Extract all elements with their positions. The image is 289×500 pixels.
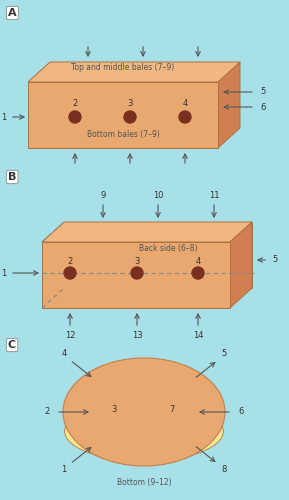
Text: 6: 6 [260,102,265,112]
Text: Bottom bales (7–9): Bottom bales (7–9) [87,130,160,138]
Text: 4: 4 [182,100,188,108]
Circle shape [131,267,143,279]
Polygon shape [42,242,230,308]
Text: 5: 5 [272,256,277,264]
Text: 2: 2 [72,100,78,108]
Circle shape [179,111,191,123]
Text: 1: 1 [1,112,6,122]
Text: 4: 4 [61,350,67,358]
Circle shape [69,111,81,123]
Circle shape [192,267,204,279]
Text: 3: 3 [111,406,117,414]
Text: 5: 5 [221,350,227,358]
Circle shape [124,111,136,123]
Text: 1: 1 [61,466,67,474]
Polygon shape [42,222,252,242]
Polygon shape [28,62,240,82]
Text: A: A [8,8,17,18]
Text: 13: 13 [132,330,142,340]
Text: 12: 12 [65,330,75,340]
Text: 5: 5 [260,88,265,96]
Polygon shape [218,62,240,148]
Text: 4: 4 [195,256,201,266]
Text: 3: 3 [127,100,133,108]
Text: 2: 2 [45,408,50,416]
Ellipse shape [65,402,223,461]
Text: 1: 1 [1,268,6,278]
Text: 7: 7 [169,406,175,414]
Circle shape [64,267,76,279]
Text: 3: 3 [134,256,140,266]
Text: 2: 2 [67,256,73,266]
Text: 14: 14 [193,330,203,340]
Polygon shape [28,82,218,148]
Text: C: C [8,340,16,350]
Text: 11: 11 [209,192,219,200]
Text: 8: 8 [221,466,227,474]
Text: 9: 9 [100,192,105,200]
Text: Back side (6–8): Back side (6–8) [139,244,197,252]
Text: Top and middle bales (7–9): Top and middle bales (7–9) [71,64,175,72]
Text: 6: 6 [238,408,243,416]
Polygon shape [230,222,252,308]
Text: 10: 10 [153,192,163,200]
Ellipse shape [63,358,225,466]
Text: Bottom (9–12): Bottom (9–12) [117,478,171,486]
Polygon shape [64,222,252,288]
Text: B: B [8,172,16,182]
